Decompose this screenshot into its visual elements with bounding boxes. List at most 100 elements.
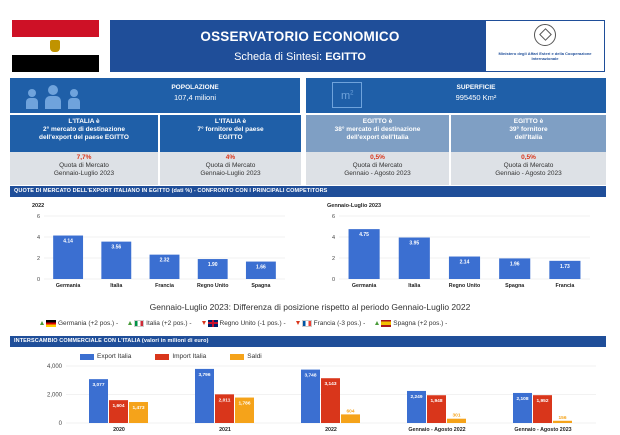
germany-flag-icon <box>46 319 56 327</box>
chart-2023-bar-label: 1.96 <box>510 261 520 267</box>
chart-2023-bar-label: 1.73 <box>560 264 570 270</box>
chart-2023-title: Gennaio-Luglio 2023 <box>327 203 381 209</box>
republic-emblem-icon <box>534 24 556 46</box>
trade-bar-label: 156 <box>558 415 566 421</box>
trade-bar <box>553 420 572 423</box>
chart-2023-bar-label: 2.14 <box>460 260 470 266</box>
chart-2023-ytick: 0 <box>332 277 335 283</box>
ministry-name: Ministero degli Affari Esteri e della Co… <box>498 51 592 61</box>
legend-saldi: Saldi <box>230 353 262 360</box>
chart-2022-xtick: Italia <box>110 283 122 289</box>
diff-item-spagna: Spagna (+2 pos.) - <box>375 319 447 327</box>
chart-2022-ytick: 4 <box>37 235 40 241</box>
arrow-up-icon <box>40 321 44 325</box>
trade-bar <box>109 400 128 423</box>
chart-2023-bar <box>499 258 531 279</box>
people-icon <box>26 83 82 109</box>
trade-ytick: 2,000 <box>47 393 63 399</box>
country-name: EGITTO <box>325 51 366 63</box>
population-label: POPOLAZIONE <box>171 84 219 91</box>
chart-2023-bar-label: 3.95 <box>409 241 419 247</box>
trade-bar <box>427 395 446 423</box>
trade-bar-label: 3,748 <box>304 373 316 379</box>
arrow-up-icon <box>375 321 380 325</box>
chart-2023-ytick: 4 <box>332 235 335 241</box>
population-value: 107,4 milioni <box>173 93 217 102</box>
chart-2023-bar <box>448 256 481 279</box>
trade-bar <box>301 369 320 423</box>
trade-bar <box>129 402 148 423</box>
trade-bar-label: 3,796 <box>198 372 210 378</box>
title-bar: OSSERVATORIO ECONOMICO Scheda di Sintesi… <box>110 20 605 72</box>
trade-ytick: 4,000 <box>47 364 63 370</box>
trade-xtick: 2022 <box>325 427 337 433</box>
trade-bar <box>235 397 254 423</box>
rank-box-2: L'ITALIA è 7° fornitore del paese EGITTO <box>160 115 301 152</box>
trade-bar <box>513 392 532 423</box>
trade-xtick: Gennaio - Agosto 2022 <box>408 427 465 433</box>
area-panel: m2 SUPERFICIE 995450 Km² <box>306 78 606 113</box>
chart-2022: 2022 0 2 4 6 4.14 Germania 3.56 Italia 2.32 Franci… <box>32 203 285 289</box>
chart-2023-bar-label: 4.75 <box>359 232 369 238</box>
chart-2023-bar <box>549 260 581 279</box>
chart-2022-title: 2022 <box>32 203 44 209</box>
trade-xtick: 2021 <box>219 427 231 433</box>
diff-item-germania: Germania (+2 pos.) - <box>40 319 118 327</box>
trade-bar-label: 1,604 <box>112 403 124 409</box>
trade-bar-label: 1,786 <box>238 401 250 407</box>
subtitle-prefix: Scheda di Sintesi: <box>234 51 323 63</box>
chart-2023-xtick: Francia <box>555 283 574 289</box>
trade-bar-label: 2,108 <box>516 396 528 402</box>
diff-item-regno-unito: Regno Unito (-1 pos.) - <box>201 319 286 327</box>
trade-bar <box>407 390 426 423</box>
chart-trade: 0 2,000 4,000 3,077 1,604 1,473 2020 3,796 2,011… <box>47 364 596 433</box>
chart-2022-bar-label: 1.90 <box>208 262 218 268</box>
rank-box-4: EGITTO è 39° fornitore dell'Italia <box>451 115 606 152</box>
ministry-logo: Ministero degli Affari Esteri e della Co… <box>485 20 605 72</box>
france-flag-icon <box>301 319 312 327</box>
area-value: 995450 Km² <box>455 93 497 102</box>
rank-box-1: L'ITALIA è 2° mercato di destinazione de… <box>10 115 158 152</box>
chart-2023-ytick: 2 <box>332 256 335 262</box>
quota-box-3: 0,5% Quota di Mercato Gennaio - Agosto 2… <box>306 152 449 185</box>
trade-bar-label: 3,143 <box>324 381 336 387</box>
chart-2023-bar <box>348 229 380 279</box>
trade-bar-label: 1,948 <box>430 398 442 404</box>
legend-import: Import Italia <box>155 353 206 360</box>
trade-bar <box>341 414 360 423</box>
trade-bar-label: 2,011 <box>219 397 231 403</box>
trade-bar-label: 301 <box>452 413 460 419</box>
trade-bar-label: 3,077 <box>92 382 104 388</box>
chart-2023: Gennaio-Luglio 2023 0 2 4 6 4.75 Germania 3.95 I… <box>327 203 590 289</box>
population-panel: POPOLAZIONE 107,4 milioni <box>10 78 300 113</box>
diff-item-francia: Francia (-3 pos.) - <box>295 319 365 327</box>
rank-box-3: EGITTO è 38° mercato di destinazione del… <box>306 115 449 152</box>
trade-bar <box>533 395 552 423</box>
chart-2022-bar <box>101 241 132 279</box>
section-trade-header: INTERSCAMBIO COMMERCIALE CON L'ITALIA (v… <box>10 336 606 347</box>
quota-box-4: 0,5% Quota di Mercato Gennaio - Agosto 2… <box>451 152 606 185</box>
trade-bar <box>321 378 340 423</box>
uk-flag-icon <box>207 319 218 327</box>
area-icon: m2 <box>332 82 362 108</box>
trade-xtick: Gennaio - Agosto 2023 <box>514 427 571 433</box>
spain-flag-icon <box>381 319 392 327</box>
chart-2022-bar-label: 4.14 <box>63 239 73 245</box>
arrow-down-icon <box>201 321 206 325</box>
chart-2023-ytick: 6 <box>332 214 335 220</box>
trade-bar <box>447 418 466 423</box>
chart-2023-xtick: Germania <box>352 283 376 289</box>
chart-2023-xtick: Spagna <box>505 283 524 289</box>
chart-2022-xtick: Germania <box>56 283 80 289</box>
chart-2022-ytick: 6 <box>37 214 40 220</box>
page-subtitle: Scheda di Sintesi: EGITTO <box>110 51 490 63</box>
quota-box-2: 4% Quota di Mercato Gennaio-Luglio 2023 <box>160 152 301 185</box>
trade-xtick: 2020 <box>113 427 125 433</box>
position-diff-row: Germania (+2 pos.) - Italia (+2 pos.) - … <box>40 318 600 328</box>
legend-export: Export Italia <box>80 353 131 360</box>
chart-2022-ytick: 2 <box>37 256 40 262</box>
chart-2022-bar <box>53 235 84 279</box>
trade-bar-label: 604 <box>346 408 354 414</box>
chart-2022-bar <box>197 259 228 279</box>
